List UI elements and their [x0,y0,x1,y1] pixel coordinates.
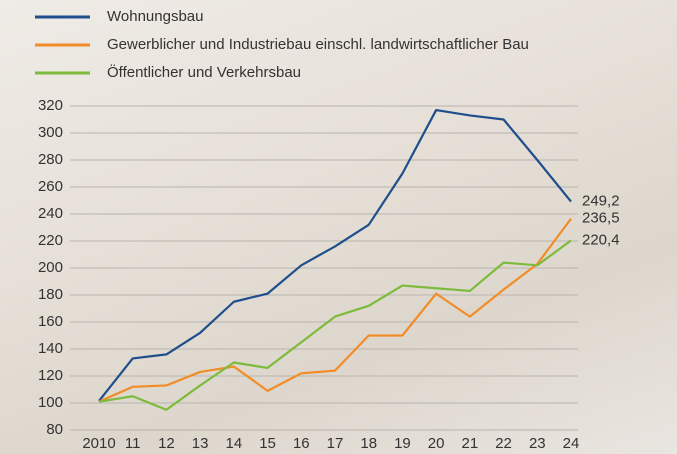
x-tick-label: 13 [192,435,209,452]
x-tick-label: 23 [529,435,546,452]
legend-label: Wohnungsbau [107,8,203,25]
x-tick-label: 16 [293,435,310,452]
y-tick-label: 200 [38,259,63,276]
x-tick-label: 18 [360,435,377,452]
legend-label: Öffentlicher und Verkehrsbau [107,63,301,81]
x-tick-label: 14 [226,435,243,452]
y-tick-label: 300 [38,124,63,141]
y-tick-label: 100 [38,394,63,411]
y-tick-label: 260 [38,178,63,195]
value-label: 220,4 [582,231,620,248]
chart: 80 100 120 140 160 180 200 220 240 260 280 300 320 20… [0,0,677,454]
value-label: 236,5 [582,210,620,227]
x-tick-label: 20 [428,435,445,452]
x-tick-label: 11 [125,435,141,452]
y-tick-label: 80 [46,421,63,438]
y-tick-label: 280 [38,151,63,168]
y-tick-label: 120 [38,367,63,384]
x-tick-label: 19 [394,435,411,452]
y-tick-label: 220 [38,232,63,249]
y-tick-label: 160 [38,313,63,330]
x-tick-label: 21 [462,435,479,452]
series-line [99,110,571,401]
legend-label: Gewerblicher und Industriebau einschl. l… [107,36,529,53]
x-tick-label: 24 [563,435,580,452]
x-tick-label: 22 [495,435,512,452]
y-tick-label: 180 [38,286,63,303]
x-tick-label: 15 [259,435,276,452]
y-tick-label: 240 [38,205,63,222]
x-tick-label: 12 [158,435,175,452]
x-tick-label: 17 [327,435,344,452]
x-tick-label: 2010 [82,435,115,452]
y-tick-label: 320 [38,97,63,114]
y-tick-label: 140 [38,340,63,357]
value-label: 249,2 [582,193,620,210]
